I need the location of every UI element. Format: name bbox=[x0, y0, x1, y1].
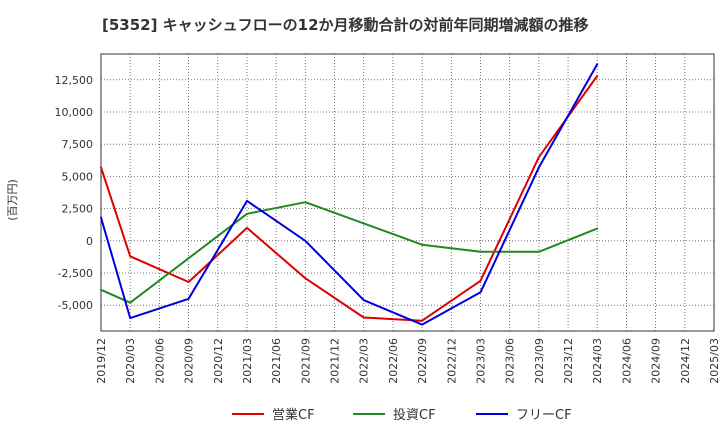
y-tick-label: 5,000 bbox=[62, 170, 94, 183]
series-line bbox=[101, 202, 597, 303]
x-tick-label: 2023/09 bbox=[533, 338, 546, 384]
y-tick-label: -2,500 bbox=[58, 267, 93, 280]
plot-area-frame bbox=[101, 54, 714, 331]
x-tick-label: 2020/06 bbox=[153, 338, 166, 384]
x-tick-label: 2022/12 bbox=[445, 338, 458, 384]
series-line bbox=[101, 64, 597, 324]
y-tick-label: 0 bbox=[86, 235, 93, 248]
y-tick-label: 7,500 bbox=[62, 138, 94, 151]
x-tick-label: 2022/06 bbox=[387, 338, 400, 384]
legend-label: 営業CF bbox=[272, 407, 315, 423]
x-tick-label: 2022/09 bbox=[416, 338, 429, 384]
x-tick-label: 2020/09 bbox=[183, 338, 196, 384]
x-tick-label: 2021/09 bbox=[299, 338, 312, 384]
grid bbox=[101, 54, 714, 331]
x-tick-label: 2021/03 bbox=[241, 338, 254, 384]
x-tick-label: 2024/09 bbox=[650, 338, 663, 384]
x-tick-label: 2024/06 bbox=[620, 338, 633, 384]
x-tick-label: 2020/03 bbox=[124, 338, 137, 384]
x-tick-label: 2022/03 bbox=[358, 338, 371, 384]
x-tick-label: 2023/12 bbox=[562, 338, 575, 384]
x-tick-label: 2024/03 bbox=[591, 338, 604, 384]
y-tick-label: 2,500 bbox=[62, 203, 94, 216]
legend-label: 投資CF bbox=[393, 407, 436, 423]
legend-label: フリーCF bbox=[516, 408, 572, 423]
series-lines bbox=[101, 64, 597, 324]
y-tick-label: 10,000 bbox=[55, 106, 94, 119]
x-tick-label: 2021/06 bbox=[270, 338, 283, 384]
x-tick-label: 2025/03 bbox=[708, 338, 720, 384]
x-tick-label: 2020/12 bbox=[212, 338, 225, 384]
y-tick-label: -5,000 bbox=[58, 299, 93, 312]
y-tick-label: 12,500 bbox=[55, 74, 94, 87]
x-tick-label: 2019/12 bbox=[95, 338, 108, 384]
chart-title: [5352] キャッシュフローの12か月移動合計の対前年同期増減額の推移 bbox=[102, 16, 589, 34]
axes: 2019/12 2020/03 2020/06 2020/09 2020/12 2021/… bbox=[55, 54, 720, 384]
x-tick-label: 2023/06 bbox=[504, 338, 517, 384]
x-tick-label: 2021/12 bbox=[329, 338, 342, 384]
legend: 営業CF 投資CF フリーCF bbox=[232, 407, 572, 423]
x-tick-label: 2024/12 bbox=[679, 338, 692, 384]
x-tick-label: 2023/03 bbox=[474, 338, 487, 384]
y-axis-label: (百万円) bbox=[6, 179, 19, 221]
